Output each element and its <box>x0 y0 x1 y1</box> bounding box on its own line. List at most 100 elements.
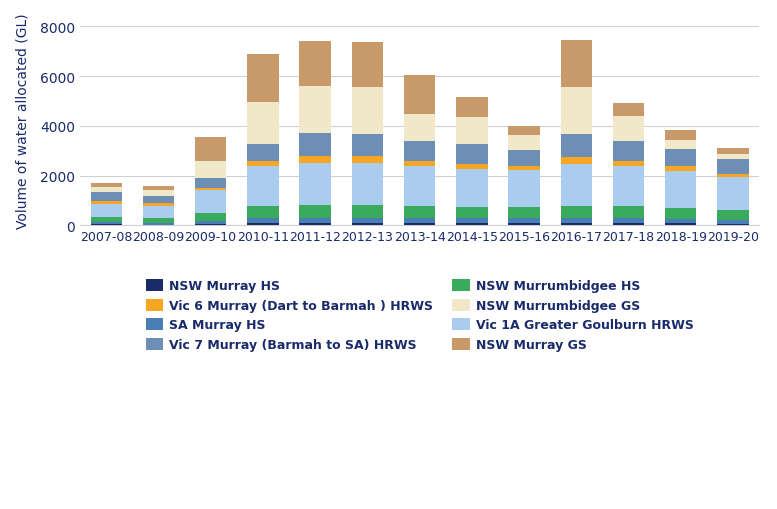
Bar <box>143 219 174 223</box>
Bar <box>665 150 696 167</box>
Bar <box>717 155 749 159</box>
Bar <box>613 104 644 117</box>
Bar <box>247 162 279 167</box>
Bar <box>613 117 644 142</box>
Bar <box>613 224 644 226</box>
Bar <box>404 219 435 224</box>
Bar <box>299 163 331 206</box>
Bar <box>404 162 435 167</box>
Bar <box>717 175 749 178</box>
Bar <box>195 137 226 161</box>
Bar <box>508 166 540 171</box>
Bar <box>613 167 644 207</box>
Bar <box>404 207 435 219</box>
Bar <box>143 186 174 190</box>
Bar <box>352 206 383 219</box>
Bar <box>561 207 592 219</box>
Bar <box>143 196 174 204</box>
Bar <box>247 102 279 145</box>
Bar <box>561 88 592 135</box>
Bar <box>456 145 487 165</box>
Bar <box>404 115 435 142</box>
Bar <box>143 223 174 225</box>
Bar <box>352 224 383 226</box>
Bar <box>352 219 383 224</box>
Bar <box>195 225 226 226</box>
Bar <box>665 131 696 141</box>
Bar <box>613 142 644 161</box>
Bar <box>91 192 122 201</box>
Bar <box>665 219 696 224</box>
Bar <box>404 224 435 226</box>
Bar <box>508 151 540 166</box>
Bar <box>456 165 487 170</box>
Bar <box>717 224 749 226</box>
Bar <box>352 135 383 157</box>
Bar <box>195 191 226 213</box>
Legend: NSW Murray HS, Vic 6 Murray (Dart to Barmah ) HRWS, SA Murray HS, Vic 7 Murray (: NSW Murray HS, Vic 6 Murray (Dart to Bar… <box>141 274 699 356</box>
Bar <box>247 55 279 102</box>
Bar <box>195 222 226 225</box>
Bar <box>717 220 749 224</box>
Bar <box>299 87 331 134</box>
Bar <box>456 219 487 224</box>
Bar <box>613 219 644 224</box>
Bar <box>247 219 279 224</box>
Bar <box>247 224 279 226</box>
Bar <box>143 204 174 206</box>
Bar <box>91 201 122 204</box>
Bar <box>456 170 487 207</box>
Bar <box>299 206 331 219</box>
Bar <box>247 167 279 207</box>
Bar <box>508 127 540 135</box>
Bar <box>352 163 383 206</box>
Bar <box>143 190 174 196</box>
Bar <box>352 43 383 88</box>
Bar <box>717 148 749 155</box>
Bar <box>456 207 487 219</box>
Bar <box>561 224 592 226</box>
Bar <box>404 142 435 162</box>
Bar <box>91 184 122 187</box>
Bar <box>561 135 592 157</box>
Bar <box>247 145 279 162</box>
Bar <box>91 204 122 218</box>
Bar <box>143 225 174 226</box>
Bar <box>561 157 592 164</box>
Bar <box>561 219 592 224</box>
Bar <box>299 134 331 156</box>
Bar <box>404 76 435 115</box>
Bar <box>195 179 226 188</box>
Bar <box>508 224 540 226</box>
Bar <box>508 208 540 219</box>
Bar <box>91 223 122 225</box>
Bar <box>91 218 122 223</box>
Bar <box>247 207 279 219</box>
Bar <box>352 157 383 163</box>
Bar <box>299 156 331 163</box>
Bar <box>299 224 331 226</box>
Bar <box>665 209 696 219</box>
Bar <box>508 135 540 151</box>
Bar <box>352 88 383 135</box>
Bar <box>456 118 487 145</box>
Bar <box>299 42 331 87</box>
Bar <box>665 224 696 226</box>
Bar <box>91 225 122 226</box>
Bar <box>717 178 749 210</box>
Bar <box>613 161 644 167</box>
Bar <box>456 224 487 226</box>
Bar <box>613 207 644 219</box>
Bar <box>195 213 226 222</box>
Bar <box>665 167 696 172</box>
Bar <box>299 219 331 224</box>
Bar <box>665 141 696 150</box>
Bar <box>561 41 592 88</box>
Bar <box>195 188 226 191</box>
Bar <box>508 219 540 224</box>
Bar <box>665 172 696 209</box>
Bar <box>91 187 122 192</box>
Y-axis label: Volume of water allocated (GL): Volume of water allocated (GL) <box>15 13 29 228</box>
Bar <box>508 171 540 208</box>
Bar <box>456 98 487 118</box>
